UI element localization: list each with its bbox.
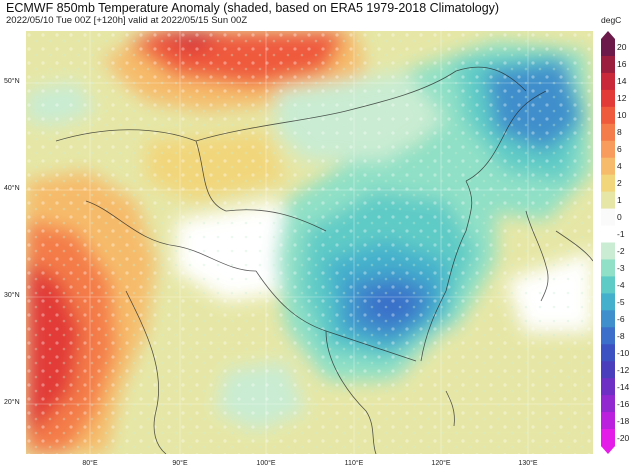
- colorbar-tick-label: -16: [617, 398, 630, 409]
- colorbar-swatches: [601, 31, 615, 454]
- lon-label-120: 120°E: [431, 460, 451, 467]
- colorbar-swatch: [601, 293, 615, 311]
- colorbar-swatch: [601, 140, 615, 159]
- colorbar-tick-label: 4: [617, 161, 622, 172]
- colorbar-swatch: [601, 378, 615, 396]
- borders: [55, 66, 593, 454]
- colorbar-swatch: [601, 157, 615, 176]
- lon-label-100: 100°E: [256, 460, 276, 467]
- colorbar-swatch: [601, 412, 615, 430]
- colorbar-tick-label: 20: [617, 42, 627, 53]
- colorbar-swatch: [601, 55, 615, 74]
- colorbar-swatch: [601, 276, 615, 294]
- colorbar-tick-label: -10: [617, 347, 630, 358]
- lon-label-110: 110°E: [344, 460, 364, 467]
- colorbar-swatch: [601, 106, 615, 125]
- colorbar-swatch: [601, 225, 615, 243]
- colorbar-tick-label: 12: [617, 93, 627, 104]
- colorbar-tick-label: 6: [617, 144, 622, 155]
- colorbar-tick-label: -6: [617, 313, 625, 324]
- colorbar-tick-label: -8: [617, 330, 625, 341]
- colorbar-unit: degC: [601, 15, 622, 25]
- colorbar-tick-label: 0: [617, 212, 622, 223]
- colorbar-tick-label: -20: [617, 432, 630, 443]
- colorbar-swatch: [601, 395, 615, 413]
- lat-label-30: 30°N: [4, 292, 20, 299]
- lon-label-80: 80°E: [82, 460, 98, 467]
- anomaly-map: [26, 31, 593, 454]
- colorbar-swatch: [601, 39, 615, 57]
- colorbar-tick-label: 1: [617, 195, 622, 206]
- colorbar-swatch: [601, 310, 615, 328]
- colorbar-swatch: [601, 259, 615, 277]
- lon-label-130: 130°E: [518, 460, 538, 467]
- colorbar-tick-label: -4: [617, 279, 625, 290]
- colorbar-tick-label: 2: [617, 178, 622, 189]
- colorbar-swatch: [601, 72, 615, 91]
- colorbar-swatch: [601, 327, 615, 345]
- colorbar-tick-label: -18: [617, 415, 630, 426]
- colorbar-tick-label: 16: [617, 59, 627, 70]
- colorbar-tick-label: -5: [617, 296, 625, 307]
- colorbar-tick-label: 8: [617, 127, 622, 138]
- colorbar: [601, 31, 615, 454]
- colorbar-swatch: [601, 123, 615, 142]
- colorbar-swatch: [601, 361, 615, 379]
- colorbar-swatch: [601, 191, 615, 210]
- colorbar-tick-label: -2: [617, 245, 625, 256]
- colorbar-tick-label: 10: [617, 110, 627, 121]
- colorbar-swatch: [601, 242, 615, 260]
- map-shading: [26, 31, 593, 454]
- colorbar-tick-label: -14: [617, 381, 630, 392]
- colorbar-tick-label: -1: [617, 229, 625, 240]
- colorbar-tick-label: 14: [617, 76, 627, 87]
- colorbar-swatch: [601, 174, 615, 193]
- graticule: [26, 31, 593, 454]
- lat-label-50: 50°N: [4, 78, 20, 85]
- colorbar-swatch: [601, 208, 615, 227]
- chart-title: ECMWF 850mb Temperature Anomaly (shaded,…: [6, 1, 500, 15]
- lon-label-90: 90°E: [172, 460, 188, 467]
- colorbar-swatch: [601, 89, 615, 108]
- colorbar-arrow-bottom: [601, 446, 615, 454]
- lat-label-40: 40°N: [4, 185, 20, 192]
- colorbar-tick-label: -12: [617, 364, 630, 375]
- colorbar-tick-label: -3: [617, 262, 625, 273]
- colorbar-arrow-top: [601, 31, 615, 39]
- colorbar-swatch: [601, 429, 615, 447]
- noise-texture: [26, 31, 593, 454]
- chart-subtitle: 2022/05/10 Tue 00Z [+120h] valid at 2022…: [6, 15, 248, 26]
- lat-label-20: 20°N: [4, 399, 20, 406]
- colorbar-swatch: [601, 344, 615, 362]
